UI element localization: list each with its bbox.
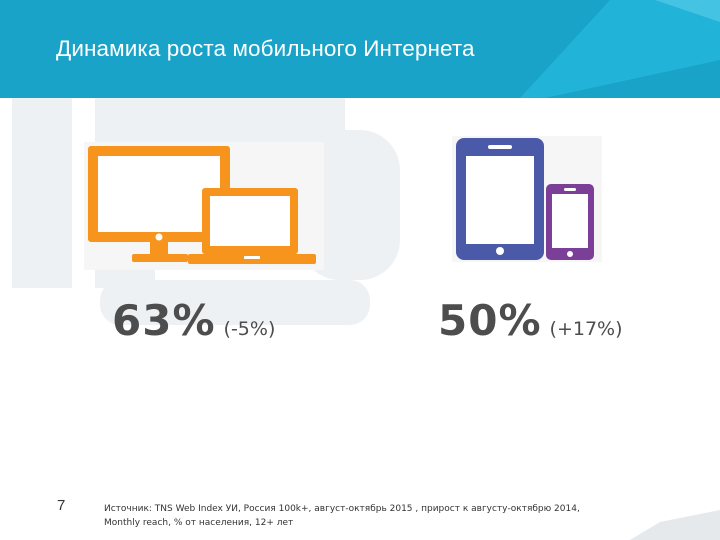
corner-decoration xyxy=(630,510,720,540)
mobile-stat-change: (+17%) xyxy=(549,318,623,340)
tablet-phone-icon xyxy=(452,136,602,262)
source-note: Источник: TNS Web Index УИ, Россия 100k+… xyxy=(104,502,644,530)
header-band xyxy=(0,0,720,98)
desktop-stat-change: (-5%) xyxy=(223,318,276,340)
source-line-1: Источник: TNS Web Index УИ, Россия 100k+… xyxy=(104,504,580,514)
desktop-stat-value: 63% xyxy=(112,296,216,345)
source-line-2: Monthly reach, % от населения, 12+ лет xyxy=(104,518,294,528)
mobile-stat: 50% (+17%) xyxy=(438,296,623,345)
page-number: 7 xyxy=(57,497,66,514)
desktop-laptop-icon xyxy=(84,142,324,270)
desktop-stat: 63% (-5%) xyxy=(112,296,275,345)
slide-title: Динамика роста мобильного Интернета xyxy=(56,36,475,61)
mobile-stat-value: 50% xyxy=(438,296,542,345)
